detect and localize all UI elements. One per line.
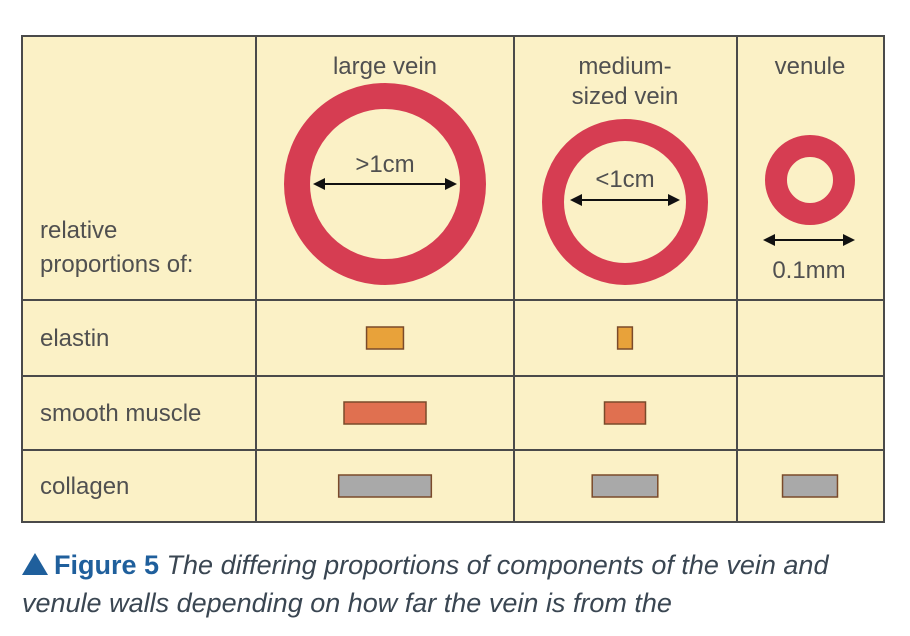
table-border xyxy=(21,35,885,523)
table-grid xyxy=(21,35,885,523)
elastin-bar-medium xyxy=(616,326,634,350)
large-diameter-arrow xyxy=(313,178,457,190)
caption-text: The differing proportions of components … xyxy=(22,550,829,618)
arrow-head-right xyxy=(445,178,457,190)
venule-diameter-arrow xyxy=(763,234,855,246)
arrow-head-left xyxy=(313,178,325,190)
collagen-bar-venule xyxy=(781,474,839,498)
vein-proportions-diagram: large vein medium-sized vein venule relativ… xyxy=(21,35,885,523)
figure-label: Figure 5 xyxy=(54,550,160,580)
row-label-collagen: collagen xyxy=(40,473,129,500)
arrow-head-left xyxy=(570,194,582,206)
column-header-medium: sized vein xyxy=(572,83,679,110)
venule-size-label: 0.1mm xyxy=(772,257,845,284)
arrow-head-right xyxy=(668,194,680,206)
arrow-head-left xyxy=(763,234,775,246)
row-header-label: proportions of: xyxy=(40,251,193,278)
smooth_muscle-bar-medium xyxy=(603,401,647,425)
row-label-smooth_muscle: smooth muscle xyxy=(40,400,201,427)
medium-diameter-arrow xyxy=(570,194,680,206)
column-header-medium: medium- xyxy=(578,53,671,80)
venule-vessel-ring xyxy=(765,135,855,225)
row-header-label: relative xyxy=(40,217,117,244)
large-vessel-ring xyxy=(284,83,486,285)
row-labels: elastin smooth muscle collagen xyxy=(40,325,201,500)
row-label-elastin: elastin xyxy=(40,325,109,352)
medium-vessel-ring xyxy=(542,119,708,285)
medium-size-label: <1cm xyxy=(595,166,654,193)
vessel-cross-sections: >1cm <1cm 0.1mm xyxy=(284,83,855,285)
figure-caption: Figure 5 The differing proportions of co… xyxy=(22,546,902,622)
elastin-bar-large xyxy=(365,326,405,350)
large-size-label: >1cm xyxy=(355,151,414,178)
column-headers: large vein medium-sized vein venule relativ… xyxy=(40,53,845,278)
column-header-venule: venule xyxy=(775,53,846,80)
triangle-icon xyxy=(22,553,48,575)
collagen-bar-large xyxy=(337,474,433,498)
proportion-bars xyxy=(337,326,839,498)
arrow-head-right xyxy=(843,234,855,246)
collagen-bar-medium xyxy=(591,474,659,498)
column-header-large: large vein xyxy=(333,53,437,80)
smooth_muscle-bar-large xyxy=(343,401,427,425)
